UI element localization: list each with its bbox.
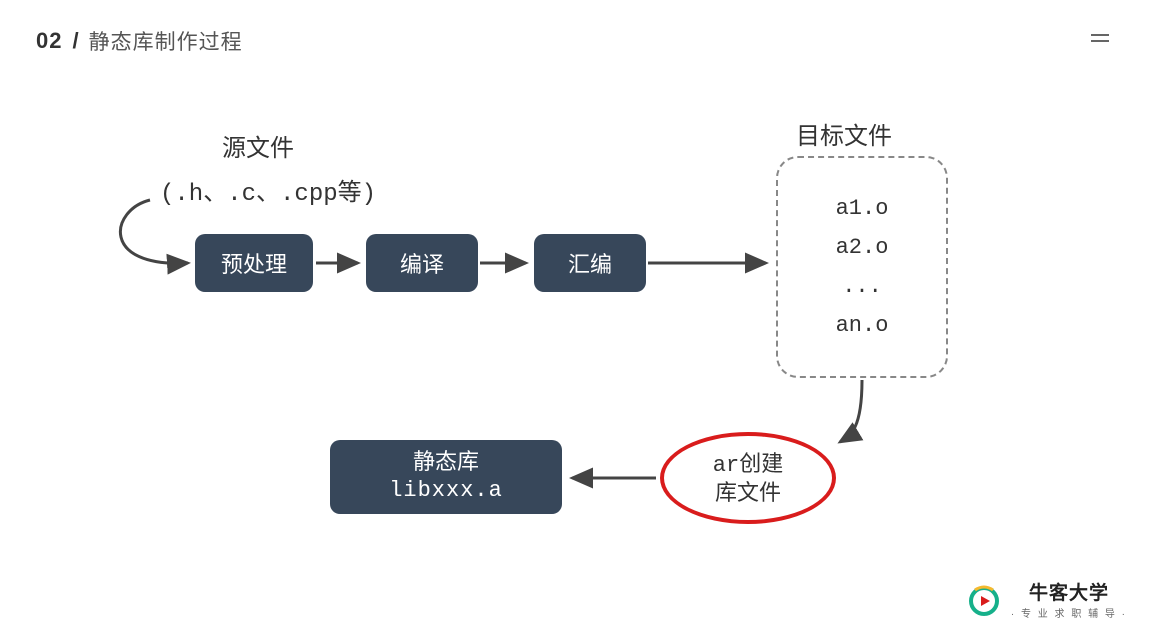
step-preprocess: 预处理 [195, 234, 313, 292]
source-subtitle: (.h、.c、.cpp等) [160, 172, 376, 208]
target-file: a1.o [836, 196, 889, 221]
lib-node: 静态库 libxxx.a [330, 440, 562, 514]
target-file: a2.o [836, 235, 889, 260]
target-file: ... [842, 274, 882, 299]
target-file: an.o [836, 313, 889, 338]
step-assemble: 汇编 [534, 234, 646, 292]
step-label: 汇编 [568, 247, 612, 279]
step-label: 编译 [400, 247, 444, 279]
logo-icon [967, 582, 1001, 616]
step-compile: 编译 [366, 234, 478, 292]
diagram-canvas: 源文件 (.h、.c、.cpp等) 目标文件 预处理 编译 汇编 a1.o a2… [0, 0, 1153, 638]
ar-node: arar创建创建 库文件 [660, 432, 836, 524]
source-title: 源文件 [222, 128, 294, 163]
logo-main: 牛客大学 [1029, 578, 1109, 605]
arrows-layer [0, 0, 1153, 638]
target-files-box: a1.o a2.o ... an.o [776, 156, 948, 378]
target-title: 目标文件 [796, 116, 892, 151]
lib-line1: 静态库 [413, 448, 479, 477]
brand-logo: 牛客大学 · 专 业 求 职 辅 导 · [967, 578, 1127, 620]
ar-line1: arar创建创建 [713, 450, 783, 480]
ar-line2: 库文件 [715, 479, 781, 507]
step-label: 预处理 [221, 247, 287, 279]
logo-sub: · 专 业 求 职 辅 导 · [1011, 605, 1127, 620]
lib-line2: libxxx.a [389, 477, 503, 506]
slide: 02 / 静态库制作过程 源文件 (.h、.c、.cpp等) [0, 0, 1153, 638]
